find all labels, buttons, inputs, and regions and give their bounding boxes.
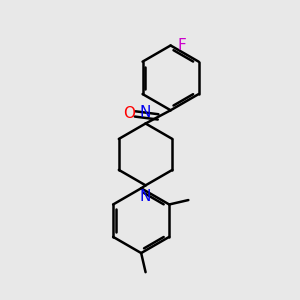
Text: O: O (123, 106, 135, 122)
Text: N: N (140, 105, 151, 120)
Text: F: F (178, 38, 187, 53)
Text: N: N (140, 189, 151, 204)
